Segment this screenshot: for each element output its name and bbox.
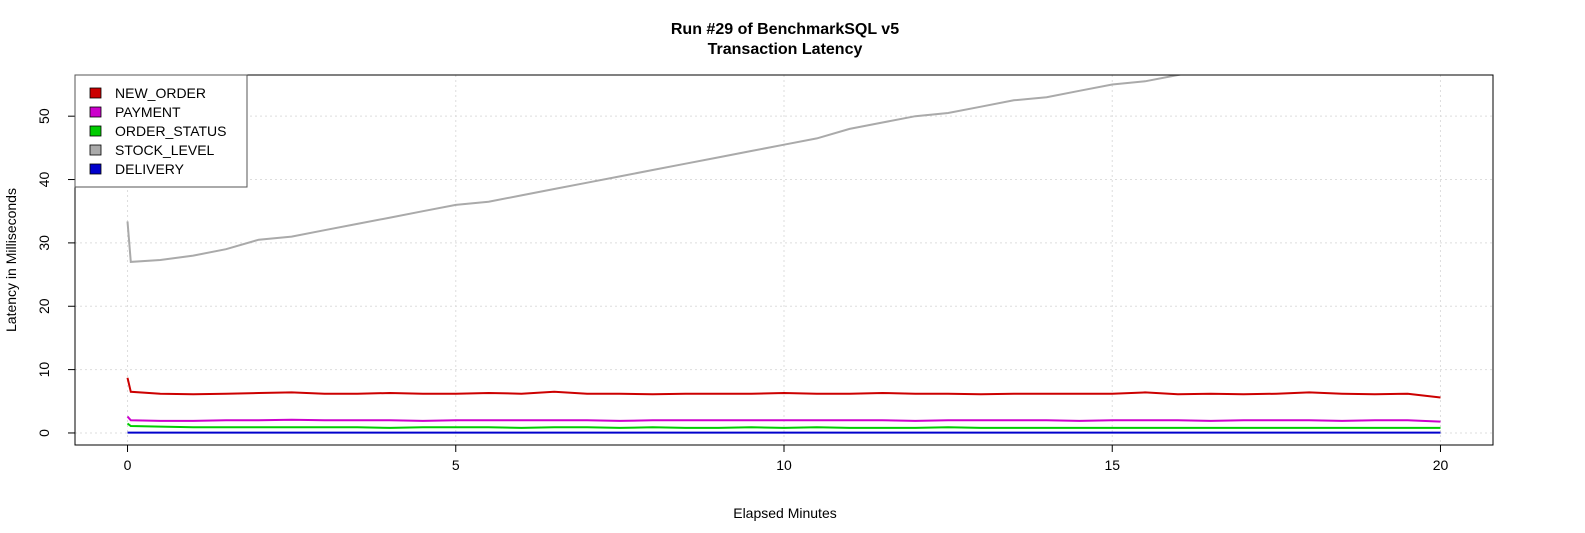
legend-box — [74, 74, 248, 188]
legend-swatch — [89, 87, 102, 99]
y-tick-label: 0 — [36, 429, 52, 437]
legend: NEW_ORDER PAYMENT ORDER_STATUS STOCK_LEVEL D… — [74, 74, 248, 188]
y-tick-label: 10 — [36, 362, 52, 378]
series-line-payment — [126, 415, 1441, 423]
chart-title: Run #29 of BenchmarkSQL v5 — [671, 21, 899, 38]
legend-label: ORDER_STATUS — [115, 123, 227, 139]
legend-label: STOCK_LEVEL — [115, 142, 215, 158]
series-lines — [126, 75, 1441, 434]
legend-swatch — [89, 125, 102, 137]
x-axis-label: Elapsed Minutes — [733, 505, 837, 521]
legend-swatch — [89, 163, 102, 175]
series-line-new-order — [126, 377, 1441, 399]
y-tick-label: 30 — [36, 235, 52, 251]
axes: 0 5 10 15 20 0 10 20 30 40 50 — [36, 108, 1448, 473]
chart-subtitle: Transaction Latency — [708, 41, 863, 58]
series-line-stock-level — [126, 75, 1184, 263]
y-tick-label: 20 — [36, 298, 52, 314]
y-axis-label: Latency in Milliseconds — [3, 188, 19, 332]
grid — [75, 75, 1493, 445]
legend-swatch — [89, 144, 102, 156]
legend-label: NEW_ORDER — [115, 85, 206, 101]
y-tick-label: 50 — [36, 108, 52, 124]
x-tick-label: 20 — [1433, 457, 1449, 473]
y-tick-label: 40 — [36, 172, 52, 188]
series-line-order-status — [126, 422, 1441, 429]
legend-swatch — [89, 106, 102, 118]
x-tick-label: 5 — [452, 457, 460, 473]
x-tick-label: 10 — [776, 457, 792, 473]
legend-label: PAYMENT — [115, 104, 181, 120]
x-tick-label: 15 — [1104, 457, 1120, 473]
legend-label: DELIVERY — [115, 161, 185, 177]
x-tick-label: 0 — [124, 457, 132, 473]
